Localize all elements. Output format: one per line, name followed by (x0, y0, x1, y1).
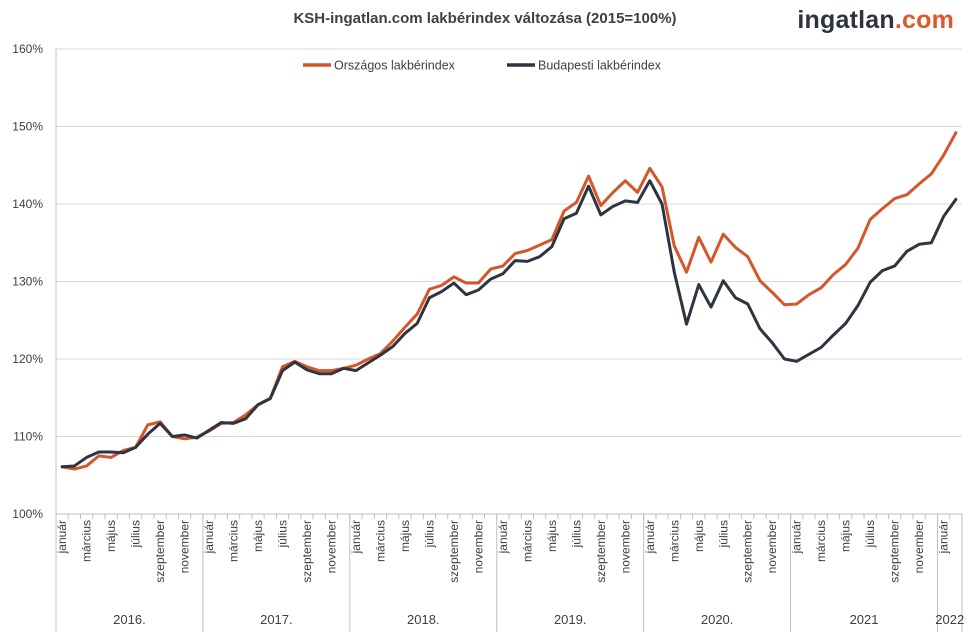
brand-logo-part1: ingatlan (797, 6, 895, 34)
x-tick-label: március (373, 520, 387, 562)
x-tick-label: szeptember (888, 520, 902, 583)
y-tick-label: 150% (12, 120, 43, 134)
x-tick-label: május (251, 520, 265, 552)
x-tick-label: szeptember (300, 520, 314, 583)
x-tick-label: január (496, 520, 510, 554)
y-tick-label: 120% (12, 352, 43, 366)
y-tick-label: 160% (12, 42, 43, 56)
x-tick-label: január (55, 520, 69, 554)
x-tick-label: július (716, 520, 730, 548)
legend: Országos lakbérindex Budapesti lakbérinde… (303, 59, 662, 73)
x-tick-label: november (324, 520, 338, 573)
chart-title: KSH-ingatlan.com lakbérindex változása (… (293, 10, 677, 27)
year-label: 2019. (554, 612, 587, 627)
x-tick-label: május (545, 520, 559, 552)
y-tick-label: 140% (12, 197, 43, 211)
x-tick-label: november (178, 520, 192, 573)
x-tick-label: január (937, 520, 951, 554)
series-lines (60, 131, 958, 471)
year-label: 2022 (935, 612, 964, 627)
legend-budapesti: Budapesti lakbérindex (507, 59, 662, 73)
year-label: 2020. (701, 612, 734, 627)
x-tick-label: november (618, 520, 632, 573)
x-tick-label: július (276, 520, 290, 548)
x-tick-label: március (520, 520, 534, 562)
x-tick-label: szeptember (594, 520, 608, 583)
x-tick-label: november (912, 520, 926, 573)
x-tick-label: március (814, 520, 828, 562)
legend-label: Budapesti lakbérindex (538, 59, 662, 73)
x-tick-label: január (349, 520, 363, 554)
x-tick-label: november (765, 520, 779, 573)
x-tick-label: szeptember (153, 520, 167, 583)
legend-orszagos: Országos lakbérindex (303, 59, 456, 73)
y-tick-label: 110% (13, 430, 43, 444)
x-tick-label: szeptember (741, 520, 755, 583)
x-tick-label: július (863, 520, 877, 548)
gridlines (56, 48, 962, 515)
brand-logo: ingatlan.com (797, 6, 954, 35)
x-tick-label: március (667, 520, 681, 562)
axes: 100% 110% 120% 130% 140% 150% 160% január márciu… (12, 42, 964, 632)
x-tick-label: március (80, 520, 94, 562)
x-tick-label: március (227, 520, 241, 562)
y-tick-label: 130% (12, 275, 43, 289)
x-tick-label: január (790, 520, 804, 554)
x-tick-label: január (643, 520, 657, 554)
year-label: 2017. (260, 612, 293, 627)
x-tick-label: május (398, 520, 412, 552)
x-tick-label: július (129, 520, 143, 548)
series-line-budapesti (60, 179, 958, 469)
year-label: 2021 (850, 612, 879, 627)
x-tick-label: május (104, 520, 118, 552)
series-line-orszagos (60, 131, 958, 471)
brand-logo-part2: .com (894, 6, 954, 34)
x-tick-label: szeptember (447, 520, 461, 583)
x-tick-label: május (692, 520, 706, 552)
x-tick-label: július (422, 520, 436, 548)
x-tick-label: május (839, 520, 853, 552)
x-tick-label: július (569, 520, 583, 548)
year-label: 2016. (113, 612, 146, 627)
x-tick-label: január (202, 520, 216, 554)
y-tick-label: 100% (12, 507, 43, 521)
year-label: 2018. (407, 612, 440, 627)
x-tick-label: november (471, 520, 485, 573)
legend-label: Országos lakbérindex (334, 59, 456, 73)
